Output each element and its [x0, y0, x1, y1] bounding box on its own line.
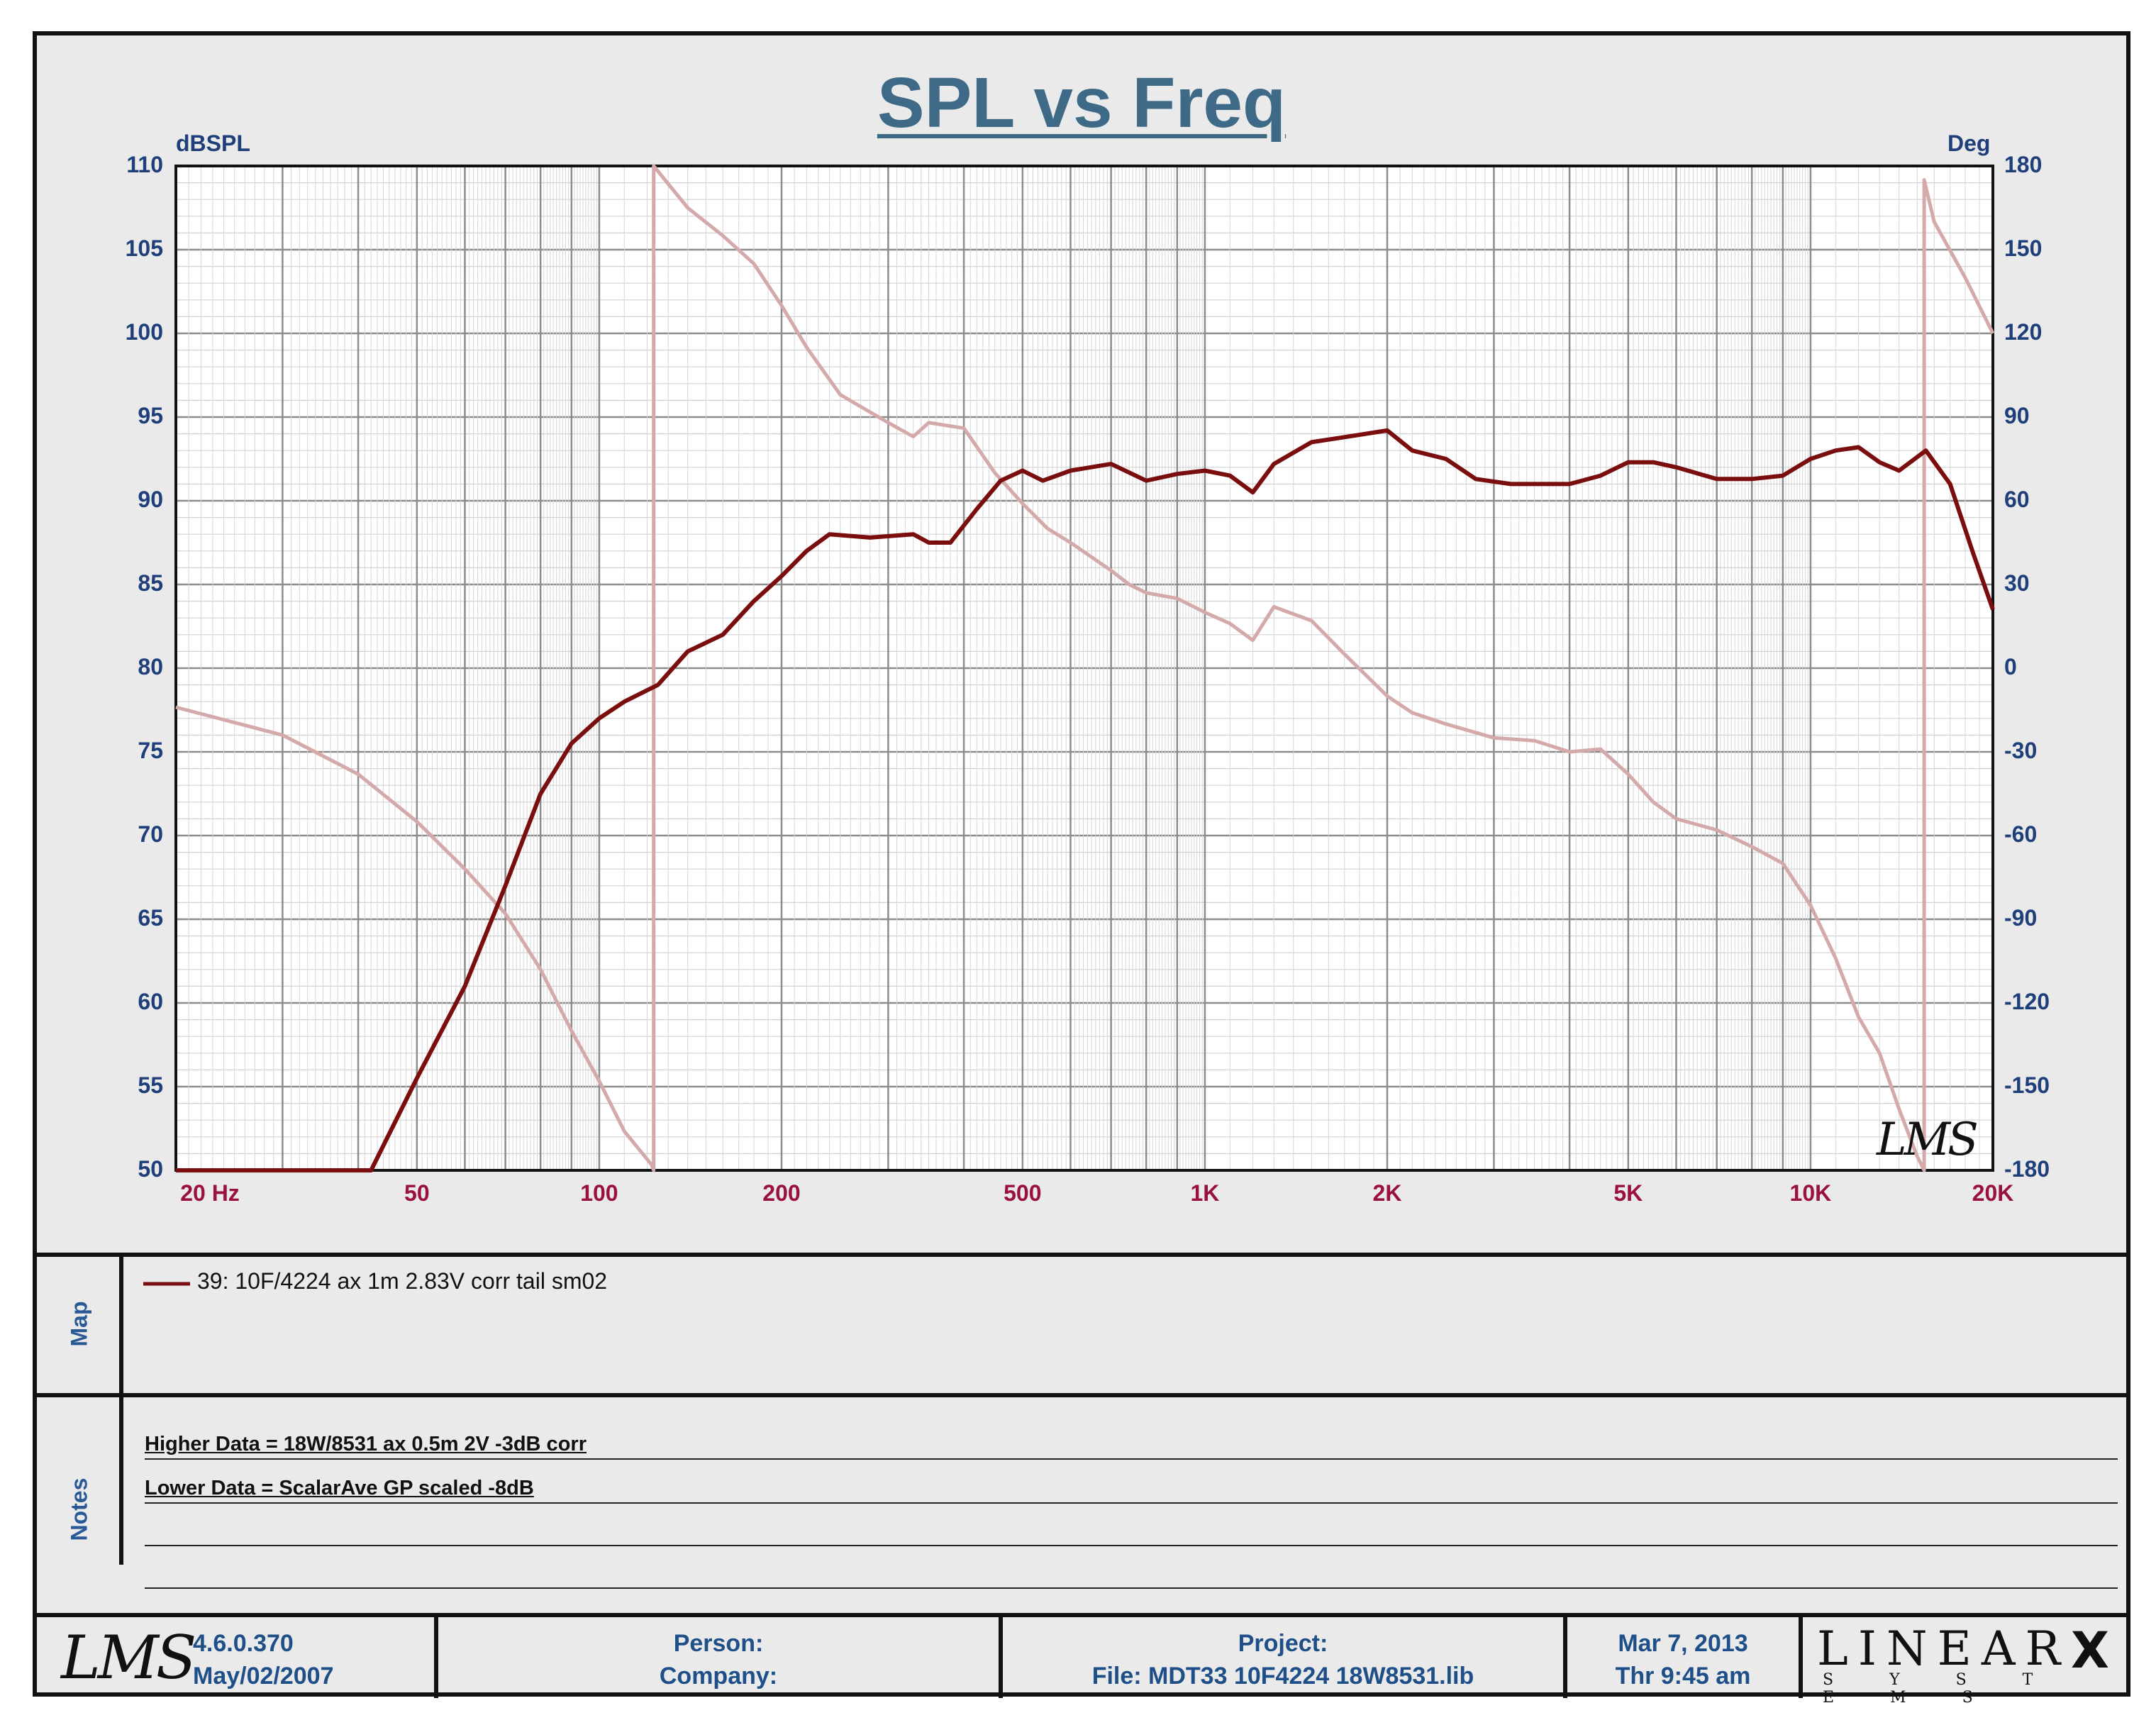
- left-tick-label: 100: [125, 319, 163, 345]
- chart-curves: [175, 164, 1995, 1172]
- right-tick-label: 90: [2004, 403, 2030, 428]
- notes-line-right: [1139, 1502, 2118, 1504]
- x-tick-label: 50: [404, 1180, 430, 1206]
- person-label: Person:: [673, 1630, 764, 1657]
- version-number: 4.6.0.370: [193, 1630, 294, 1657]
- version-info: 4.6.0.370 May/02/2007: [193, 1627, 334, 1692]
- divider: [119, 1253, 123, 1565]
- notes-label: Notes: [66, 1477, 92, 1541]
- chart-title: SPL vs Freq: [877, 63, 1287, 143]
- chart-grid: [174, 165, 1994, 1172]
- right-tick-label: 30: [2004, 570, 2030, 596]
- left-tick-label: 50: [138, 1156, 163, 1182]
- right-tick-label: 0: [2004, 654, 2017, 680]
- note-text: Higher Data = 18W/8531 ax 0.5m 2V -3dB c…: [145, 1433, 587, 1455]
- divider: [999, 1613, 1003, 1698]
- divider: [37, 1253, 2126, 1257]
- divider: [1563, 1613, 1567, 1698]
- company-label: Company:: [659, 1663, 778, 1690]
- linearx-systems: S Y S T E M S: [1823, 1671, 2059, 1707]
- time-value: Thr 9:45 am: [1615, 1663, 1751, 1690]
- map-label: Map: [66, 1301, 92, 1347]
- footer-lms-logo: LMS: [61, 1623, 196, 1692]
- left-tick-label: 70: [138, 821, 163, 847]
- x-tick-label: 10K: [1789, 1180, 1832, 1206]
- right-tick-label: -120: [2004, 989, 2050, 1014]
- project-label: Project:: [1238, 1630, 1328, 1657]
- notes-line-left: [145, 1587, 1155, 1589]
- right-tick-label: -150: [2004, 1072, 2050, 1098]
- left-tick-label: 55: [138, 1072, 163, 1098]
- left-tick-label: 110: [126, 152, 163, 177]
- left-tick-label: 105: [125, 235, 163, 261]
- divider: [1799, 1613, 1803, 1698]
- x-tick-label: 200: [762, 1180, 801, 1206]
- x-tick-label: 500: [1004, 1180, 1042, 1206]
- linearx-logo: LINEAR X S Y S T E M S: [1810, 1621, 2122, 1707]
- legend-swatch: [143, 1282, 190, 1286]
- notes-line-left: [145, 1502, 1155, 1504]
- right-axis-unit: Deg: [1947, 131, 1991, 156]
- divider: [434, 1613, 438, 1698]
- version-date: May/02/2007: [193, 1663, 334, 1690]
- x-tick-label: 5K: [1613, 1180, 1643, 1206]
- divider: [37, 1393, 2126, 1397]
- spl-curve: [176, 428, 1995, 1172]
- left-tick-label: 90: [138, 487, 163, 512]
- left-tick-label: 95: [138, 403, 163, 428]
- spl-chart: [174, 164, 1995, 1172]
- file-label: File: MDT33 10F4224 18W8531.lib: [1091, 1663, 1474, 1690]
- project-block: Project: File: MDT33 10F4224 18W8531.lib: [1003, 1627, 1563, 1692]
- legend-entry: 39: 10F/4224 ax 1m 2.83V corr tail sm02: [197, 1268, 608, 1294]
- linearx-brand: LINEAR: [1817, 1621, 2071, 1676]
- x-tick-label: 100: [580, 1180, 618, 1206]
- left-tick-label: 75: [138, 738, 163, 763]
- notes-line-right: [1139, 1587, 2118, 1589]
- person-block: Person: Company:: [438, 1627, 999, 1692]
- notes-line-left: [145, 1458, 1155, 1460]
- left-tick-label: 60: [138, 989, 163, 1014]
- right-tick-label: 180: [2004, 152, 2043, 177]
- notes-line-left: [145, 1545, 1155, 1546]
- right-tick-label: -30: [2004, 738, 2038, 763]
- report-sheet: SPL vs Freq 110 105 100 95 90 85 80 75 70 65 60 55 5…: [33, 31, 2130, 1707]
- linearx-x: X: [2071, 1621, 2109, 1680]
- left-axis-unit: dBSPL: [176, 131, 250, 156]
- x-tick-label: 2K: [1372, 1180, 1402, 1206]
- left-tick-label: 85: [138, 570, 163, 596]
- notes-line-right: [1139, 1458, 2118, 1460]
- left-tick-label: 65: [138, 905, 163, 931]
- date-value: Mar 7, 2013: [1618, 1630, 1748, 1657]
- x-tick-label: 1K: [1190, 1180, 1220, 1206]
- right-tick-label: -60: [2004, 821, 2038, 847]
- left-tick-label: 80: [138, 654, 163, 680]
- notes-line-right: [1139, 1545, 2118, 1546]
- chart-lms-logo: LMS: [1877, 1114, 1979, 1166]
- right-tick-label: 150: [2004, 235, 2043, 261]
- date-block: Mar 7, 2013 Thr 9:45 am: [1567, 1627, 1799, 1692]
- right-tick-label: -180: [2004, 1156, 2050, 1182]
- phase-curve: [175, 164, 1995, 1172]
- divider: [37, 1613, 2126, 1617]
- plot-frame: [174, 165, 1994, 1172]
- right-tick-label: -90: [2004, 905, 2038, 931]
- x-tick-label: 20 Hz: [180, 1180, 240, 1206]
- note-text: Lower Data = ScalarAve GP scaled -8dB: [145, 1477, 534, 1499]
- right-tick-label: 60: [2004, 487, 2030, 512]
- x-tick-label: 20K: [1972, 1180, 2014, 1206]
- right-tick-label: 120: [2004, 319, 2043, 345]
